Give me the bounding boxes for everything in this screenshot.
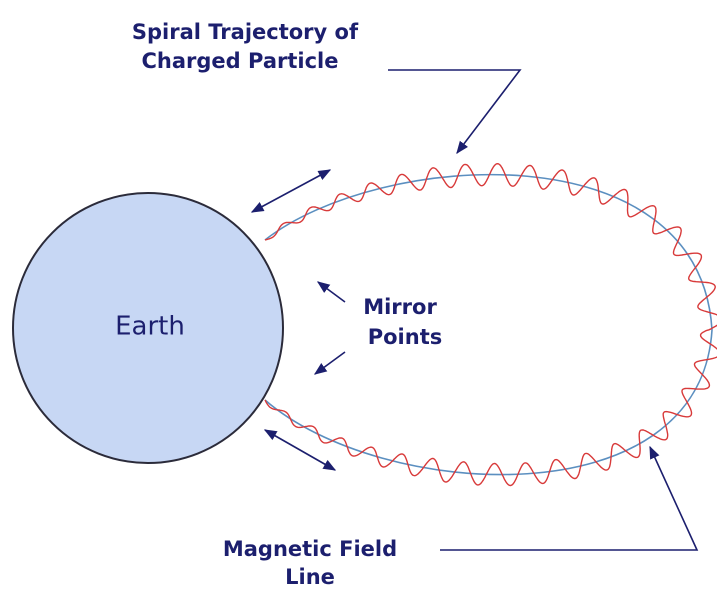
pointer bbox=[388, 69, 522, 155]
double-arrow bbox=[263, 429, 337, 471]
trajectory-label: Charged Particle bbox=[142, 49, 339, 73]
double-arrow bbox=[250, 169, 332, 213]
field-label: Magnetic Field bbox=[223, 537, 397, 561]
pointer bbox=[440, 445, 699, 551]
spiral-trajectory bbox=[264, 162, 717, 487]
field-label: Line bbox=[285, 565, 335, 589]
mirror-label: Points bbox=[368, 325, 443, 349]
trajectory-label: Spiral Trajectory of bbox=[132, 20, 359, 44]
pointer bbox=[313, 351, 346, 375]
pointer bbox=[316, 281, 346, 303]
earth-label: Earth bbox=[115, 312, 185, 342]
earth bbox=[12, 192, 284, 464]
mirror-label: Mirror bbox=[363, 295, 437, 319]
field-line bbox=[264, 173, 713, 476]
